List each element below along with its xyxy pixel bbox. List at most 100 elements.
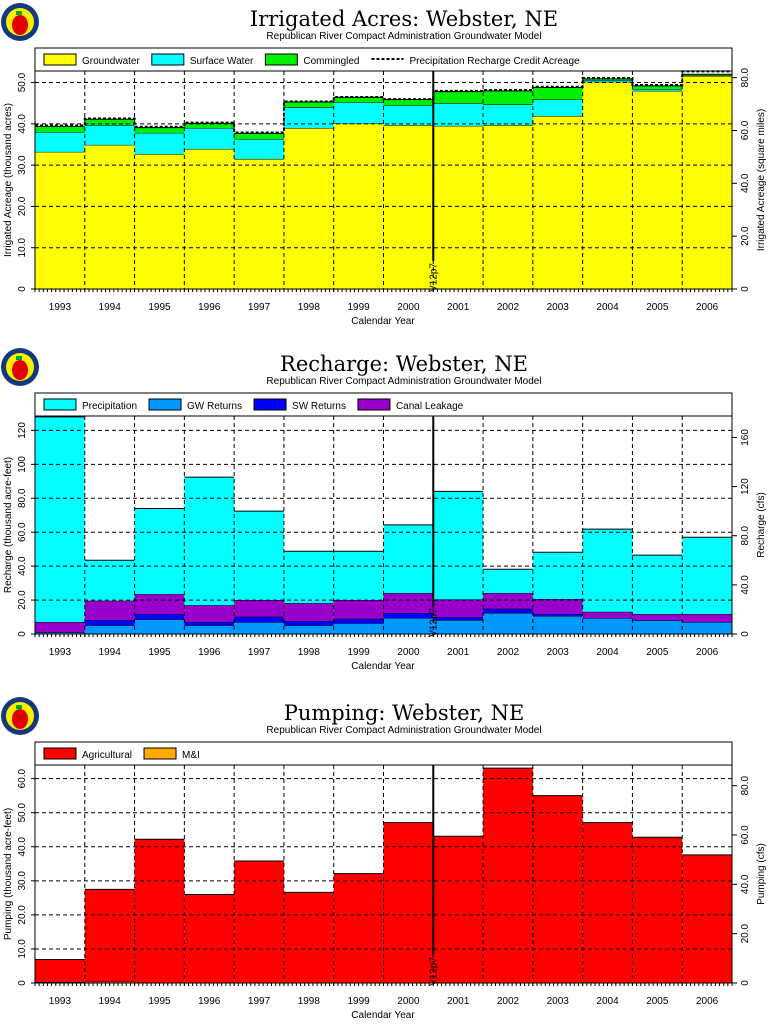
y-tick-label: 0 [17, 631, 28, 637]
bar-segment-canal-leakage [384, 593, 434, 613]
bar-segment-commingled [35, 126, 85, 132]
bar-segment-commingled [433, 92, 483, 104]
y-right-tick-label: 160 [740, 429, 751, 446]
bar-segment-precipitation [184, 477, 234, 605]
y-tick-label: 40.0 [17, 556, 28, 576]
bar-segment-canal-leakage [234, 600, 284, 617]
y-tick-label: 0 [17, 286, 28, 292]
x-tick-label: 2000 [397, 302, 420, 313]
legend-swatch [265, 54, 297, 65]
x-tick-label: 1998 [298, 996, 321, 1007]
bar-segment-groundwater [433, 126, 483, 289]
legend-label: Commingled [303, 56, 359, 67]
bar-segment-commingled [483, 91, 533, 105]
bar-segment-surface-water [234, 139, 284, 159]
chart-title: Irrigated Acres: Webster, NE [250, 7, 558, 31]
chart-subtitle: Republican River Compact Administration … [266, 31, 541, 42]
y-tick-label: 30.0 [17, 871, 28, 891]
x-tick-label: 2001 [447, 302, 470, 313]
bar-segment-surface-water [533, 99, 583, 116]
y-right-tick-label: 0 [740, 286, 751, 292]
model-version-label: V12p7 [428, 608, 439, 637]
y-tick-label: 60.0 [17, 522, 28, 542]
y-axis-right-label: Recharge (cfs) [756, 492, 767, 558]
x-tick-label: 1996 [198, 996, 221, 1007]
y-right-tick-label: 40.0 [740, 575, 751, 595]
bar-segment-precipitation [632, 555, 682, 614]
x-tick-label: 2003 [547, 302, 570, 313]
x-tick-label: 2003 [547, 996, 570, 1007]
legend-swatch [152, 54, 184, 65]
legend-label: M&I [182, 750, 200, 761]
x-tick-label: 2001 [447, 647, 470, 658]
x-tick-label: 2002 [497, 996, 520, 1007]
bar-segment-groundwater [85, 145, 135, 289]
bar-segment-sw-returns [483, 609, 533, 613]
x-tick-label: 1996 [198, 302, 221, 313]
bar-segment-agricultural [135, 839, 185, 982]
bar-segment-canal-leakage [85, 601, 135, 620]
bar-segment-canal-leakage [284, 603, 334, 621]
logo-apple [12, 709, 28, 729]
legend-label: GW Returns [187, 401, 242, 412]
y-tick-label: 20.0 [17, 196, 28, 216]
bar-segment-commingled [234, 133, 284, 139]
logo-apple [12, 360, 28, 380]
x-tick-label: 1995 [148, 647, 171, 658]
x-tick-label: 1997 [248, 996, 271, 1007]
bar-segment-agricultural [184, 894, 234, 982]
bar-segment-precipitation [583, 529, 633, 612]
bar-segment-groundwater [135, 154, 185, 289]
y-tick-label: 100 [17, 456, 28, 473]
legend-label: SW Returns [292, 401, 346, 412]
bar-segment-surface-water [85, 125, 135, 145]
bar-segment-precipitation [384, 525, 434, 593]
bar-segment-precipitation [682, 537, 732, 614]
bar-segment-canal-leakage [135, 594, 185, 614]
chart-title: Pumping: Webster, NE [284, 701, 525, 725]
x-tick-label: 2004 [596, 647, 619, 658]
x-tick-label: 1996 [198, 647, 221, 658]
logo-icon [1, 697, 39, 735]
bar-segment-agricultural [85, 889, 135, 981]
y-right-tick-label: 0 [740, 631, 751, 637]
x-tick-label: 1998 [298, 647, 321, 658]
bar-segment-groundwater [35, 152, 85, 289]
x-tick-label: 1994 [99, 647, 122, 658]
y-axis-label: Irrigated Acreage (thousand acres) [3, 103, 14, 257]
bar-segment-surface-water [433, 103, 483, 126]
y-right-tick-label: 20.0 [740, 226, 751, 246]
bar-segment-gw-returns [184, 625, 234, 634]
y-axis-label: Recharge (thousand acre-feet) [3, 457, 14, 593]
bar-segment-precipitation [483, 569, 533, 593]
x-tick-label: 1995 [148, 996, 171, 1007]
bar-segment-groundwater [533, 116, 583, 289]
bar-segment-sw-returns [284, 621, 334, 625]
bar-segment-sw-returns [135, 614, 185, 619]
bar-segment-precipitation [334, 551, 384, 600]
y-tick-label: 80.0 [17, 488, 28, 508]
bar-segment-commingled [284, 102, 334, 107]
bar-segment-canal-leakage [682, 614, 732, 622]
y-right-tick-label: 80.0 [740, 526, 751, 546]
bar-segment-surface-water [284, 107, 334, 128]
model-version-label: V12p7 [428, 263, 439, 292]
logo-apple [12, 15, 28, 35]
x-axis-label: Calendar Year [351, 661, 415, 672]
x-axis-label: Calendar Year [351, 1010, 415, 1021]
x-tick-label: 1993 [49, 647, 72, 658]
logo-icon [1, 348, 39, 386]
y-tick-label: 50.0 [17, 803, 28, 823]
bar-segment-precipitation [135, 508, 185, 594]
x-tick-label: 2003 [547, 647, 570, 658]
y-right-tick-label: 60.0 [740, 825, 751, 845]
bar-segment-canal-leakage [334, 600, 384, 619]
bar-segment-sw-returns [234, 617, 284, 622]
bar-segment-agricultural [284, 892, 334, 982]
bar-segment-surface-water [483, 104, 533, 125]
chart-title: Recharge: Webster, NE [280, 352, 528, 376]
bar-segment-precipitation [234, 511, 284, 600]
y-tick-label: 120 [17, 422, 28, 439]
x-tick-label: 2005 [646, 647, 669, 658]
